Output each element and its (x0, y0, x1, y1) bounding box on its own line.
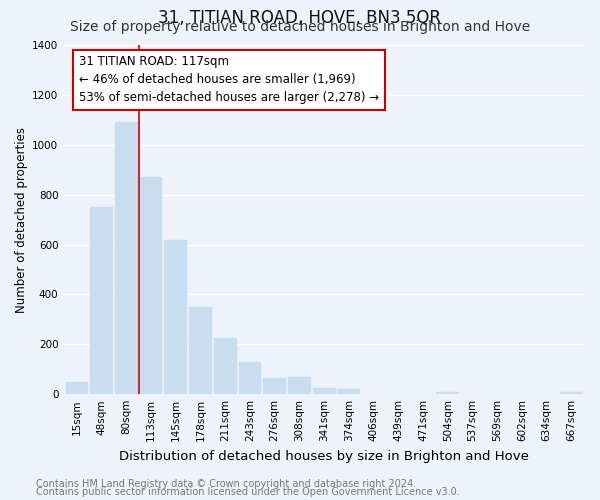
Bar (189, 307, 212, 394)
Bar (115, 122, 138, 394)
Bar (239, 362, 262, 394)
Bar (90, 207, 113, 394)
Bar (337, 389, 360, 394)
Bar (164, 240, 187, 394)
Bar (263, 378, 286, 394)
Text: Contains public sector information licensed under the Open Government Licence v3: Contains public sector information licen… (36, 487, 460, 497)
Bar (313, 388, 335, 394)
Bar (560, 392, 583, 394)
Bar (214, 338, 236, 394)
Bar (140, 177, 163, 394)
Text: 31, TITIAN ROAD, HOVE, BN3 5QR: 31, TITIAN ROAD, HOVE, BN3 5QR (158, 9, 442, 27)
Bar (436, 392, 459, 394)
Text: 31 TITIAN ROAD: 117sqm
← 46% of detached houses are smaller (1,969)
53% of semi-: 31 TITIAN ROAD: 117sqm ← 46% of detached… (79, 56, 379, 104)
Text: Size of property relative to detached houses in Brighton and Hove: Size of property relative to detached ho… (70, 20, 530, 34)
Bar (65, 382, 88, 394)
X-axis label: Distribution of detached houses by size in Brighton and Hove: Distribution of detached houses by size … (119, 450, 529, 462)
Bar (288, 376, 311, 394)
Text: Contains HM Land Registry data © Crown copyright and database right 2024.: Contains HM Land Registry data © Crown c… (36, 479, 416, 489)
Y-axis label: Number of detached properties: Number of detached properties (15, 126, 28, 312)
